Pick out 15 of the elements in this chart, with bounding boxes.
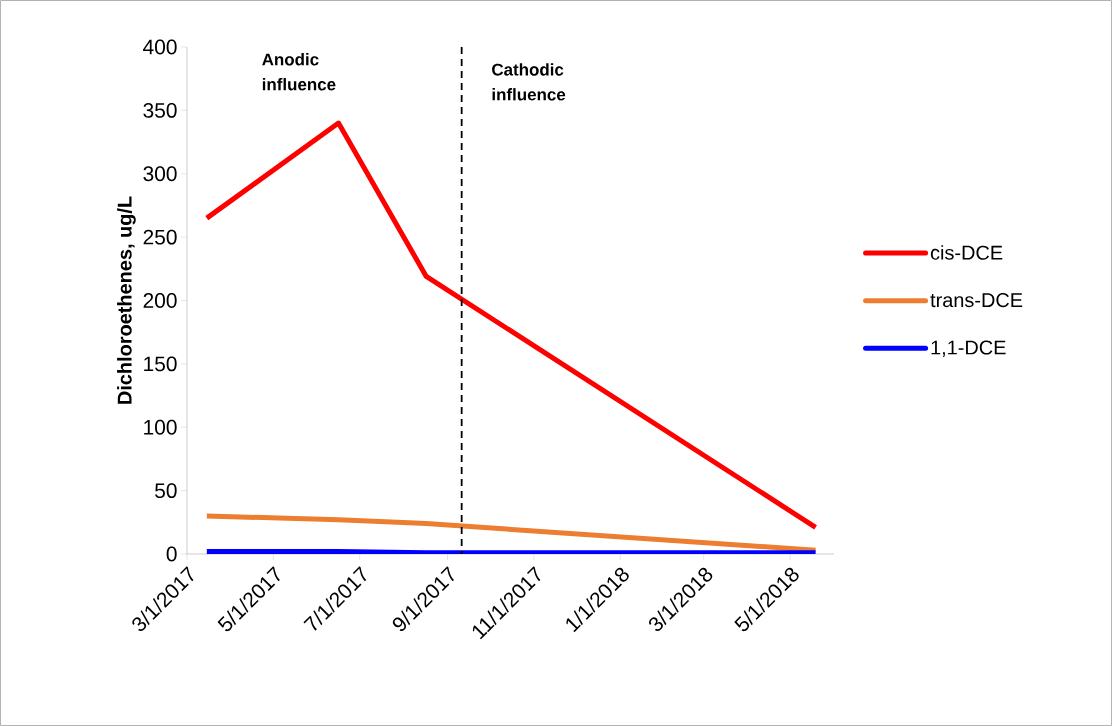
y-tick-label: 350 (143, 102, 177, 118)
y-tick-label: 150 (144, 356, 177, 372)
legend-label: trans-DCE (930, 293, 1023, 308)
legend-label: cis-DCE (930, 245, 1003, 260)
y-tick-label: 50 (155, 483, 177, 499)
annotation: Cathodic influence (492, 63, 566, 101)
y-tick-label: 100 (144, 419, 177, 435)
legend-label: 1,1-DCE (931, 340, 1006, 357)
y-axis-title: Dichloroethenes, ug/L (117, 196, 136, 404)
y-tick-label: 0 (166, 546, 177, 562)
y-tick-label: 250 (143, 229, 177, 245)
annotation: Anodic influence (262, 53, 336, 91)
y-tick-label: 400 (143, 39, 177, 55)
y-tick-label: 300 (143, 166, 177, 182)
y-tick-label: 200 (143, 293, 177, 308)
